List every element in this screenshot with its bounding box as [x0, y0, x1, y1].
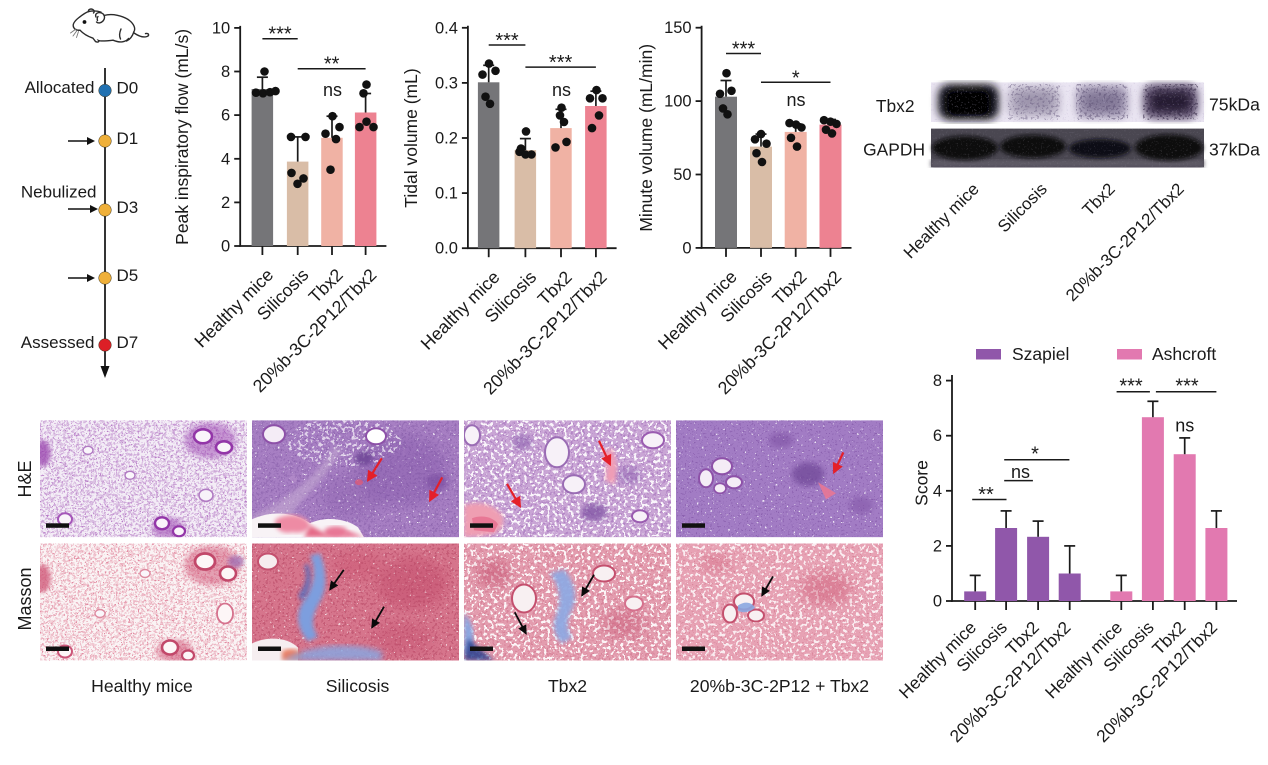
svg-text:0.0: 0.0	[435, 240, 458, 258]
svg-text:50: 50	[673, 166, 691, 184]
svg-text:75kDa: 75kDa	[1209, 95, 1260, 115]
svg-text:D5: D5	[117, 266, 139, 285]
svg-text:***: ***	[732, 39, 756, 61]
svg-text:8: 8	[221, 63, 230, 81]
svg-text:Tbx2: Tbx2	[876, 96, 915, 116]
svg-text:0: 0	[933, 593, 942, 611]
svg-text:6: 6	[933, 427, 942, 445]
svg-text:6: 6	[221, 107, 230, 125]
svg-text:**: **	[978, 484, 994, 506]
svg-text:8: 8	[933, 372, 942, 390]
svg-text:Szapiel: Szapiel	[1012, 344, 1069, 364]
svg-text:Tidal volume (mL): Tidal volume (mL)	[401, 68, 421, 207]
svg-text:Ashcroft: Ashcroft	[1152, 344, 1216, 364]
svg-text:D7: D7	[117, 333, 139, 352]
svg-text:2: 2	[221, 194, 230, 212]
svg-text:**: **	[324, 54, 340, 76]
svg-text:100: 100	[664, 93, 692, 111]
svg-text:0.2: 0.2	[435, 130, 458, 148]
svg-text:2: 2	[933, 537, 942, 555]
svg-text:Masson: Masson	[15, 567, 35, 630]
svg-text:4: 4	[221, 150, 230, 168]
svg-text:GAPDH: GAPDH	[863, 140, 925, 160]
svg-text:***: ***	[1175, 376, 1199, 398]
svg-text:ns: ns	[552, 80, 571, 100]
svg-text:*: *	[1031, 444, 1039, 466]
svg-text:0: 0	[682, 239, 691, 257]
svg-text:Assessed: Assessed	[21, 333, 95, 352]
svg-text:***: ***	[1119, 376, 1143, 398]
svg-text:Minute volume (mL/min): Minute volume (mL/min)	[636, 44, 656, 232]
svg-text:10: 10	[212, 19, 230, 37]
svg-text:Nebulized: Nebulized	[21, 183, 97, 202]
svg-text:0.4: 0.4	[435, 19, 458, 37]
svg-text:0: 0	[221, 238, 230, 256]
svg-text:***: ***	[268, 24, 292, 46]
svg-text:ns: ns	[1175, 416, 1194, 436]
svg-text:ns: ns	[1011, 462, 1030, 482]
svg-text:37kDa: 37kDa	[1209, 140, 1260, 160]
svg-text:***: ***	[495, 30, 519, 52]
svg-text:150: 150	[664, 19, 692, 37]
svg-text:ns: ns	[323, 80, 342, 100]
svg-text:0.3: 0.3	[435, 74, 458, 92]
svg-text:H&E: H&E	[15, 460, 35, 497]
svg-text:Score: Score	[912, 460, 932, 506]
svg-text:Tbx2: Tbx2	[548, 676, 587, 696]
svg-text:***: ***	[549, 52, 573, 74]
svg-text:ns: ns	[786, 90, 805, 110]
svg-text:20%b-3C-2P12 + Tbx2: 20%b-3C-2P12 + Tbx2	[690, 676, 869, 696]
svg-text:4: 4	[933, 482, 942, 500]
svg-text:Healthy mice: Healthy mice	[91, 676, 193, 696]
svg-text:D3: D3	[117, 198, 139, 217]
svg-text:Peak inspiratory flow (mL/s): Peak inspiratory flow (mL/s)	[172, 29, 192, 245]
svg-text:D1: D1	[117, 129, 139, 148]
svg-text:D0: D0	[117, 79, 139, 98]
svg-text:Silicosis: Silicosis	[326, 676, 390, 696]
svg-text:0.1: 0.1	[435, 185, 458, 203]
svg-text:*: *	[792, 67, 800, 89]
svg-text:Allocated: Allocated	[25, 78, 95, 97]
